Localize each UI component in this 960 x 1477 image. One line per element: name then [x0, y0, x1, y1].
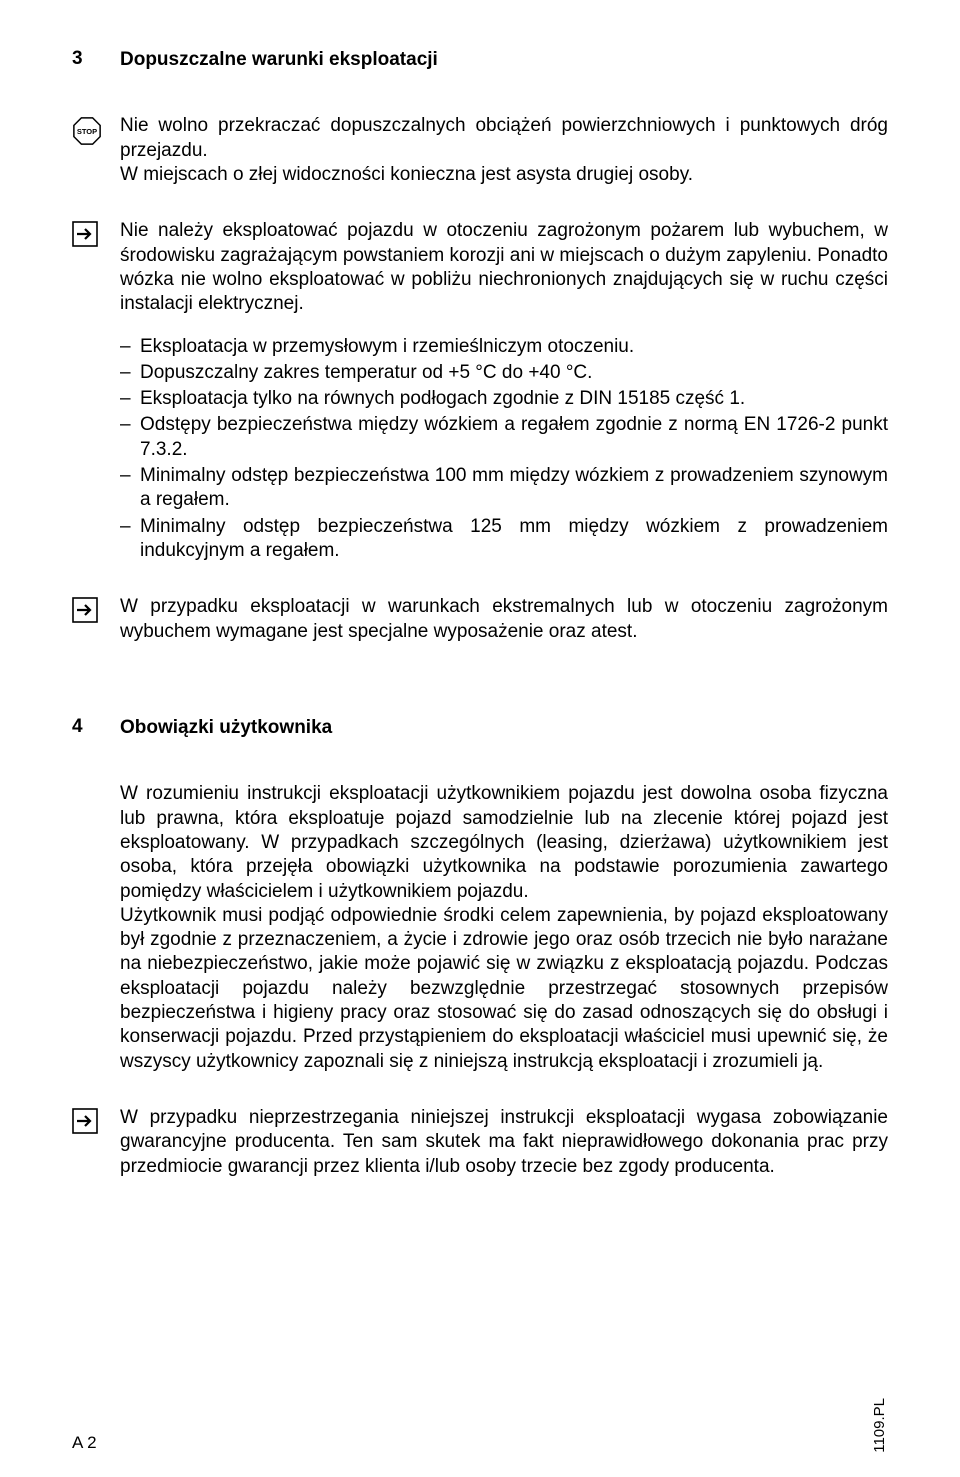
list-item: Eksploatacja w przemysłowym i rzemieślni…	[120, 335, 888, 359]
section4-arrow-content: W przypadku nieprzestrzegania niniejszej…	[120, 1106, 888, 1197]
spacer	[72, 86, 888, 114]
footer-page-number: A 2	[72, 1433, 97, 1453]
section4-number: 4	[72, 716, 120, 738]
arrow-icon-col	[72, 219, 120, 247]
section3-title: Dopuszczalne warunki eksploatacji	[120, 48, 888, 72]
arrow-right-box-icon	[72, 1108, 98, 1134]
page: 3 Dopuszczalne warunki eksploatacji STOP…	[0, 0, 960, 1477]
section4-body-block: W rozumieniu instrukcji eksploatacji uży…	[72, 782, 888, 1092]
stop-icon-col: STOP	[72, 114, 120, 146]
section3-heading-row: 3 Dopuszczalne warunki eksploatacji	[72, 48, 888, 72]
section4-heading-row: 4 Obowiązki użytkownika	[72, 716, 888, 740]
arrow-icon-col	[72, 1106, 120, 1134]
section3-stop-block: STOP Nie wolno przekraczać dopuszczalnyc…	[72, 114, 888, 205]
list-item: Dopuszczalny zakres temperatur od +5 °C …	[120, 361, 888, 385]
footer-doc-code: 1109.PL	[871, 1398, 888, 1453]
section4-arrow-para: W przypadku nieprzestrzegania niniejszej…	[120, 1106, 888, 1179]
section3-arrow1-para: Nie należy eksploatować pojazdu w otocze…	[120, 219, 888, 316]
arrow-right-box-icon	[72, 221, 98, 247]
section3-arrow1-content: Nie należy eksploatować pojazdu w otocze…	[120, 219, 888, 581]
section3-number: 3	[72, 48, 120, 70]
list-item: Minimalny odstęp bezpieczeństwa 125 mm m…	[120, 515, 888, 564]
spacer	[72, 754, 888, 782]
section3-arrow2-content: W przypadku eksploatacji w warunkach eks…	[120, 595, 888, 662]
spacer	[72, 676, 888, 716]
section3-list: Eksploatacja w przemysłowym i rzemieślni…	[120, 335, 888, 564]
stop-icon-label: STOP	[77, 127, 97, 136]
list-item: Odstępy bezpieczeństwa między wózkiem a …	[120, 413, 888, 462]
section3-arrow1-block: Nie należy eksploatować pojazdu w otocze…	[72, 219, 888, 581]
list-item: Minimalny odstęp bezpieczeństwa 100 mm m…	[120, 464, 888, 513]
section4-para1: W rozumieniu instrukcji eksploatacji uży…	[120, 782, 888, 1074]
section3-stop-para: Nie wolno przekraczać dopuszczalnych obc…	[120, 114, 888, 187]
section4-title: Obowiązki użytkownika	[120, 716, 888, 740]
section4-body-content: W rozumieniu instrukcji eksploatacji uży…	[120, 782, 888, 1092]
page-footer: A 2 1109.PL	[72, 1398, 888, 1453]
stop-icon: STOP	[72, 116, 102, 146]
section3-arrow2-para: W przypadku eksploatacji w warunkach eks…	[120, 595, 888, 644]
section4-arrow-block: W przypadku nieprzestrzegania niniejszej…	[72, 1106, 888, 1197]
list-item: Eksploatacja tylko na równych podłogach …	[120, 387, 888, 411]
section3-arrow2-block: W przypadku eksploatacji w warunkach eks…	[72, 595, 888, 662]
arrow-right-box-icon	[72, 597, 98, 623]
section3-stop-text: Nie wolno przekraczać dopuszczalnych obc…	[120, 114, 888, 205]
empty-icon-col	[72, 782, 120, 784]
arrow-icon-col	[72, 595, 120, 623]
